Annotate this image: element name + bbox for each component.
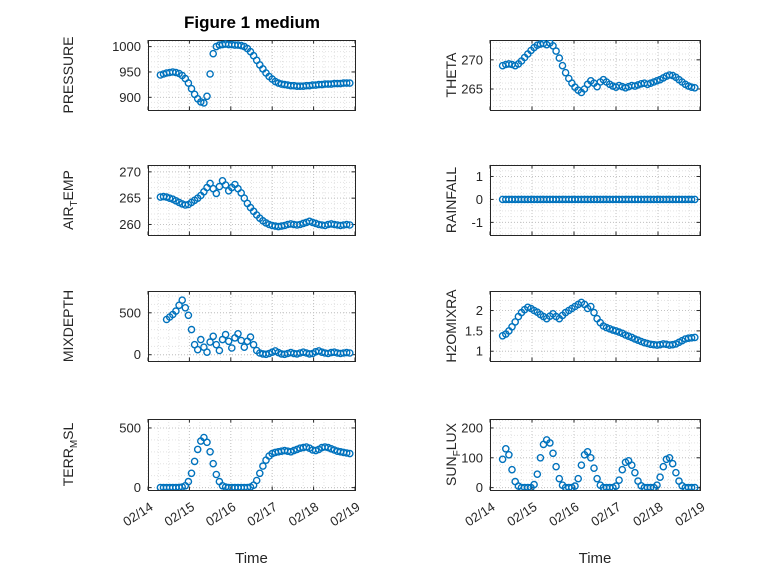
y-tick-label: 1.5 xyxy=(465,323,483,338)
y-tick-label: 265 xyxy=(119,191,141,206)
y-tick-label: -1 xyxy=(471,215,483,230)
x-tick-label: 02/15 xyxy=(162,499,197,529)
y-tick-label: 1 xyxy=(476,344,483,359)
x-axis-label: Time xyxy=(579,550,612,567)
y-tick-label: 0 xyxy=(134,480,141,495)
x-tick-label: 02/18 xyxy=(286,499,321,529)
y-tick-label: 265 xyxy=(461,82,483,97)
x-tick-label: 02/17 xyxy=(244,499,279,529)
y-tick-label: 0 xyxy=(134,347,141,362)
x-tick-label: 02/18 xyxy=(630,499,665,529)
markers xyxy=(156,433,354,490)
x-axis-label: Time xyxy=(235,550,268,567)
axes-box xyxy=(490,40,701,111)
axes-box xyxy=(148,165,356,236)
markers xyxy=(162,296,354,359)
x-tick-label: 02/14 xyxy=(462,499,497,529)
y-tick-label: 500 xyxy=(119,420,141,435)
y-axis-label: THETA xyxy=(443,52,459,98)
axes-box xyxy=(148,291,356,362)
x-tick-label: 02/17 xyxy=(588,499,623,529)
y-tick-label: 270 xyxy=(119,164,141,179)
y-tick-label: 500 xyxy=(119,305,141,320)
axes-box xyxy=(490,291,701,362)
markers xyxy=(498,436,699,490)
axes-box xyxy=(490,165,701,236)
x-tick-label: 02/16 xyxy=(546,499,581,529)
y-axis-label: TERRMSL xyxy=(60,422,80,486)
x-tick-label: 02/14 xyxy=(120,499,155,529)
markers xyxy=(156,176,354,231)
y-tick-label: 260 xyxy=(119,217,141,232)
x-tick-label: 02/15 xyxy=(504,499,539,529)
y-axis-label: MIXDEPTH xyxy=(60,290,76,362)
y-axis-label: SUNFLUX xyxy=(443,422,463,486)
y-axis-label: RAINFALL xyxy=(443,167,459,233)
figure-title: Figure 1 medium xyxy=(184,13,320,32)
y-tick-label: 100 xyxy=(461,450,483,465)
subplot-terr-msl: 0 500 TERRMSL 02/14 02/15 02/16 02/17 02/18 02/1… xyxy=(60,419,363,567)
y-tick-label: 950 xyxy=(119,65,141,80)
markers xyxy=(156,40,354,107)
subplot-rainfall: -1 0 1 RAINFALL xyxy=(443,164,701,236)
y-tick-label: 0 xyxy=(476,480,483,495)
subplot-h2omixra: 1 1.5 2 H2OMIXRA xyxy=(443,289,701,363)
axes-box xyxy=(148,40,356,111)
y-axis-label: H2OMIXRA xyxy=(443,289,459,363)
axes-box xyxy=(490,419,701,491)
markers xyxy=(498,298,699,349)
markers xyxy=(498,40,699,97)
y-tick-label: 900 xyxy=(119,90,141,105)
y-axis-label: AIRTEMP xyxy=(60,170,80,230)
y-axis-label: PRESSURE xyxy=(60,36,76,113)
y-tick-label: 0 xyxy=(476,192,483,207)
y-tick-label: 200 xyxy=(461,420,483,435)
x-tick-label: 02/19 xyxy=(327,499,362,529)
subplot-mixdepth: 0 500 MIXDEPTH xyxy=(60,290,356,362)
axes-box xyxy=(148,419,356,491)
subplot-pressure: 900 950 1000 PRESSURE xyxy=(60,36,356,114)
markers xyxy=(498,195,699,204)
subplot-air-temp: 260 265 270 AIRTEMP xyxy=(60,164,356,236)
y-tick-label: 1000 xyxy=(112,39,141,54)
y-tick-label: 270 xyxy=(461,52,483,67)
x-tick-label: 02/19 xyxy=(672,499,707,529)
y-tick-label: 1 xyxy=(476,169,483,184)
x-tick-label: 02/16 xyxy=(203,499,238,529)
y-tick-label: 2 xyxy=(476,303,483,318)
